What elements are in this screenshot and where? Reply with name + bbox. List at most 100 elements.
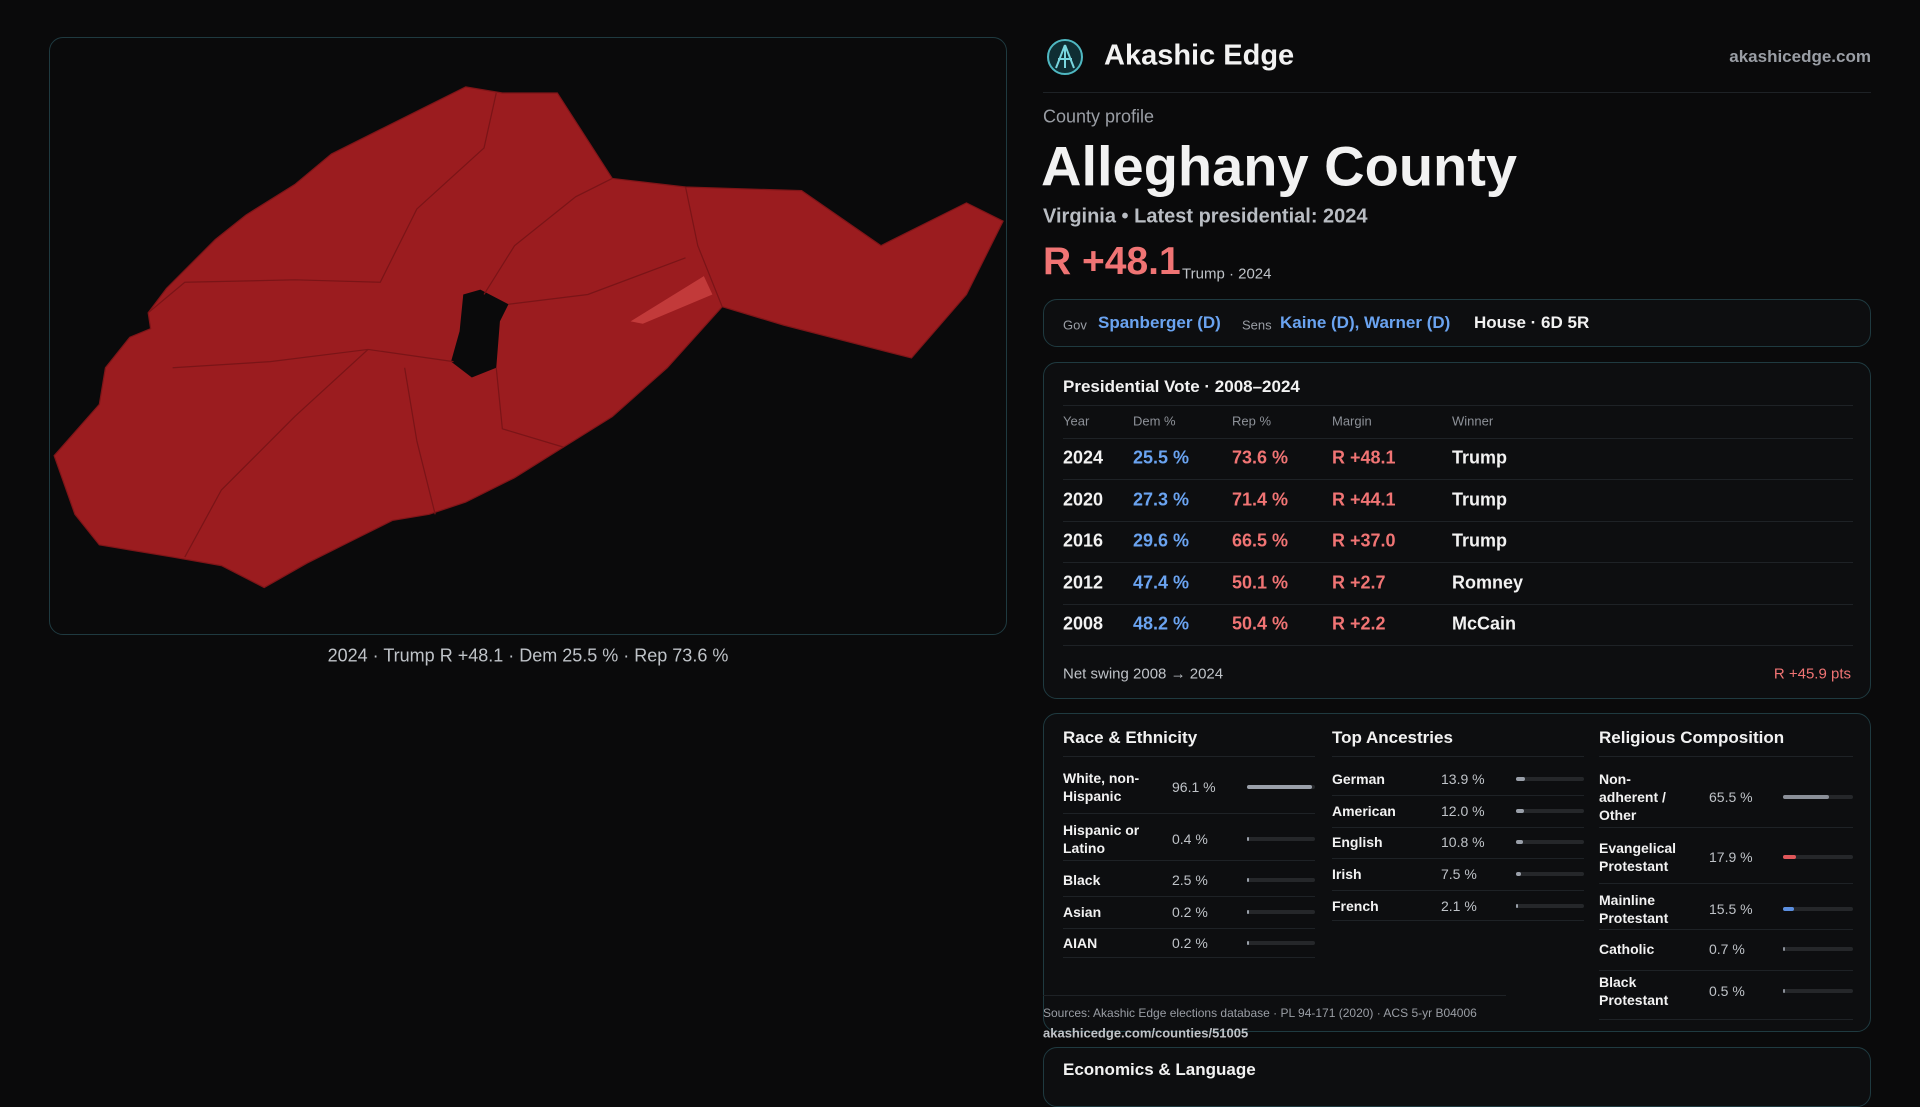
table-cell: 73.6 % — [1232, 447, 1289, 468]
table-cell: Trump — [1452, 489, 1508, 510]
divider — [1599, 970, 1853, 971]
page: 2024 · Trump R +48.1 · Dem 25.5 % · Rep … — [49, 37, 1871, 1107]
table-cell: R +48.1 — [1332, 447, 1396, 468]
divider — [1332, 890, 1584, 891]
official-role: Gov — [1063, 317, 1087, 333]
table-cell: Romney — [1452, 572, 1524, 593]
row-label: White, non-Hispanic — [1063, 770, 1140, 804]
map-caption: 2024 · Trump R +48.1 · Dem 25.5 % · Rep … — [327, 645, 729, 666]
row-value: 17.9 % — [1709, 849, 1753, 865]
bar — [1783, 795, 1829, 799]
bar-track — [1516, 872, 1584, 876]
table-cell: R +37.0 — [1332, 530, 1396, 551]
divider — [1063, 957, 1315, 958]
bar — [1783, 947, 1785, 951]
row-label: Asian — [1063, 904, 1102, 920]
table-cell: 29.6 % — [1133, 530, 1190, 551]
row-label: AIAN — [1063, 935, 1098, 951]
table-cell: 47.4 % — [1133, 572, 1190, 593]
divider — [1063, 479, 1853, 480]
row-label: Black — [1063, 872, 1101, 888]
bar — [1783, 907, 1794, 911]
row-label: Evangelical Protestant — [1599, 840, 1677, 874]
table-cell: 2020 — [1063, 489, 1104, 510]
divider — [1599, 756, 1853, 757]
bar-track — [1247, 878, 1315, 882]
bar — [1247, 878, 1249, 882]
row-value: 0.5 % — [1709, 983, 1745, 999]
official-role: Sens — [1242, 317, 1272, 333]
table-cell: 2012 — [1063, 572, 1104, 593]
subtitle: Virginia • Latest presidential: 2024 — [1043, 205, 1368, 228]
bar-track — [1783, 907, 1853, 911]
official-names: Spanberger (D) — [1098, 313, 1221, 332]
section-title: Race & Ethnicity — [1063, 728, 1198, 747]
table-cell: 50.4 % — [1232, 613, 1289, 634]
divider — [1599, 929, 1853, 930]
county-shape — [53, 86, 1004, 589]
divider — [1063, 520, 1853, 522]
row-label: American — [1332, 803, 1396, 819]
row-value: 2.5 % — [1172, 872, 1208, 888]
bar-track — [1247, 837, 1315, 841]
brand-name: Akashic Edge — [1104, 39, 1295, 72]
divider — [1063, 859, 1315, 861]
divider — [1063, 896, 1315, 897]
row-value: 15.5 % — [1709, 901, 1753, 917]
divider — [1063, 813, 1315, 814]
divider — [1599, 1019, 1853, 1020]
bar — [1247, 837, 1249, 841]
table-cell: McCain — [1452, 613, 1517, 634]
table-title: Presidential Vote · 2008–2024 — [1063, 377, 1300, 396]
divider — [1599, 883, 1853, 884]
row-label: Black Protestant — [1599, 974, 1669, 1008]
row-value: 13.9 % — [1441, 771, 1485, 787]
divider — [1063, 438, 1853, 439]
economics-title: Economics & Language — [1063, 1060, 1256, 1079]
divider — [1063, 645, 1853, 647]
bar-track — [1516, 777, 1584, 781]
swing-value: R +45.9 pts — [1773, 665, 1851, 683]
independent-city — [451, 289, 509, 378]
divider — [1063, 562, 1853, 564]
column-header: Dem % — [1133, 413, 1176, 429]
divider — [1332, 826, 1584, 828]
divider — [1332, 920, 1584, 921]
table-cell: 50.1 % — [1232, 572, 1289, 593]
row-label: French — [1332, 898, 1379, 914]
row-value: 0.7 % — [1709, 941, 1745, 957]
row-label: Hispanic or Latino — [1063, 822, 1140, 856]
sources: Sources: Akashic Edge elections database… — [1043, 1006, 1477, 1020]
bar — [1516, 840, 1524, 844]
table-cell: 2024 — [1063, 447, 1104, 468]
bar-track — [1247, 910, 1315, 914]
row-value: 65.5 % — [1709, 789, 1753, 805]
divider — [1599, 827, 1853, 828]
column-header: Margin — [1332, 413, 1372, 429]
kicker: County profile — [1043, 106, 1155, 127]
table-cell: R +2.7 — [1332, 572, 1386, 593]
table-cell: Trump — [1452, 530, 1508, 551]
bar — [1516, 809, 1525, 813]
divider — [1332, 795, 1584, 796]
margin: R +48.1 — [1043, 240, 1181, 283]
row-value: 10.8 % — [1441, 834, 1485, 850]
precinct-borders — [147, 92, 723, 558]
divider — [1063, 927, 1315, 929]
bar — [1247, 785, 1313, 789]
county-title: Alleghany County — [1041, 134, 1518, 198]
row-label: Irish — [1332, 866, 1362, 882]
column-header: Rep % — [1232, 413, 1272, 429]
bar — [1247, 941, 1249, 945]
demographics-card — [1043, 713, 1871, 1032]
table-cell: 2016 — [1063, 530, 1104, 551]
bar-track — [1783, 947, 1853, 951]
bar-track — [1783, 855, 1853, 859]
row-label: Non-adherent / Other — [1599, 771, 1666, 823]
row-label: Mainline Protestant — [1599, 892, 1669, 926]
bar-track — [1516, 904, 1584, 908]
row-label: German — [1332, 771, 1385, 787]
bar — [1783, 989, 1785, 993]
row-value: 0.4 % — [1172, 831, 1208, 847]
row-value: 0.2 % — [1172, 935, 1208, 951]
